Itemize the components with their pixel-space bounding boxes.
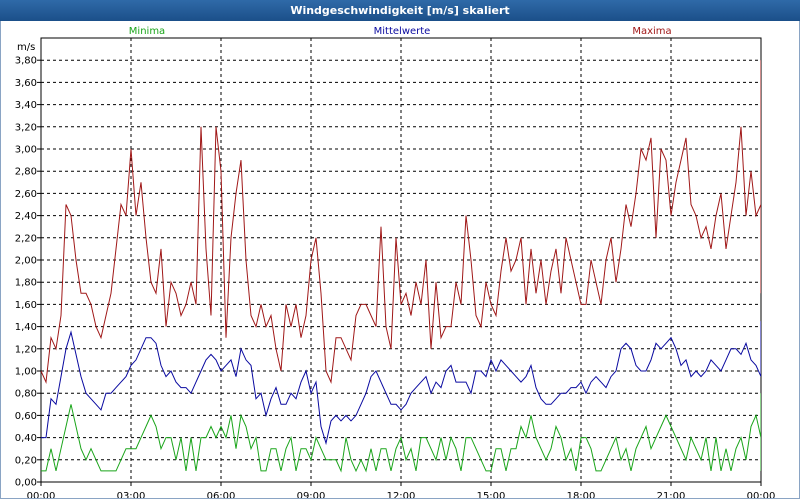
x-tick-time-label: 00:00 <box>747 491 776 498</box>
y-tick-label: 1,60 <box>15 300 37 311</box>
window-title: Windgeschwindigkeit [m/s] skaliert <box>0 0 800 21</box>
x-tick-time-label: 09:00 <box>297 491 326 498</box>
x-tick-time-label: 21:00 <box>657 491 686 498</box>
x-tick-time-label: 00:00 <box>27 491 56 498</box>
x-tick-time-label: 12:00 <box>387 491 416 498</box>
wind-speed-chart: m/s 0,00 0,20 0,40 0,60 0,80 1,00 1,20 1,40 1,60… <box>15 26 776 502</box>
y-tick-label: 3,00 <box>15 145 37 156</box>
grid <box>41 38 761 482</box>
y-axis-label: m/s <box>17 42 35 53</box>
series-line-minima <box>41 393 761 473</box>
y-tick-label: 0,60 <box>15 411 37 422</box>
x-tick-time-label: 15:00 <box>477 491 506 498</box>
y-tick-label: 2,80 <box>15 167 37 178</box>
legend-entry: Minima <box>129 26 165 37</box>
y-tick-label: 0,40 <box>15 433 37 444</box>
y-tick-label: 1,20 <box>15 344 37 355</box>
y-tick-label: 1,00 <box>15 367 37 378</box>
y-tick-label: 0,20 <box>15 455 37 466</box>
x-axis: 00:0009.10.1403:0009.10.1406:0009.10.140… <box>27 482 776 502</box>
y-tick-label: 2,20 <box>15 233 37 244</box>
y-tick-label: 0,80 <box>15 389 37 400</box>
series-group <box>41 60 761 473</box>
legend: Minima Mittelwerte Maxima <box>129 26 672 37</box>
y-tick-label: 2,00 <box>15 256 37 267</box>
y-tick-label: 0,00 <box>15 478 37 489</box>
series-line-maxima <box>41 60 761 384</box>
x-tick-time-label: 06:00 <box>207 491 236 498</box>
y-axis: m/s 0,00 0,20 0,40 0,60 0,80 1,00 1,20 1,40 1,60… <box>15 42 41 489</box>
y-tick-label: 3,80 <box>15 56 37 67</box>
legend-entry: Mittelwerte <box>374 26 431 37</box>
y-tick-label: 3,60 <box>15 78 37 89</box>
y-tick-label: 2,60 <box>15 189 37 200</box>
y-tick-label: 2,40 <box>15 211 37 222</box>
series-line-mittelwerte <box>41 321 761 446</box>
legend-entry: Maxima <box>632 26 671 37</box>
y-tick-label: 3,20 <box>15 122 37 133</box>
chart-frame: m/s 0,00 0,20 0,40 0,60 0,80 1,00 1,20 1,40 1,60… <box>0 21 800 502</box>
x-tick-time-label: 03:00 <box>117 491 146 498</box>
x-tick-time-label: 18:00 <box>567 491 596 498</box>
y-tick-label: 1,80 <box>15 278 37 289</box>
y-tick-label: 1,40 <box>15 322 37 333</box>
y-tick-label: 3,40 <box>15 100 37 111</box>
